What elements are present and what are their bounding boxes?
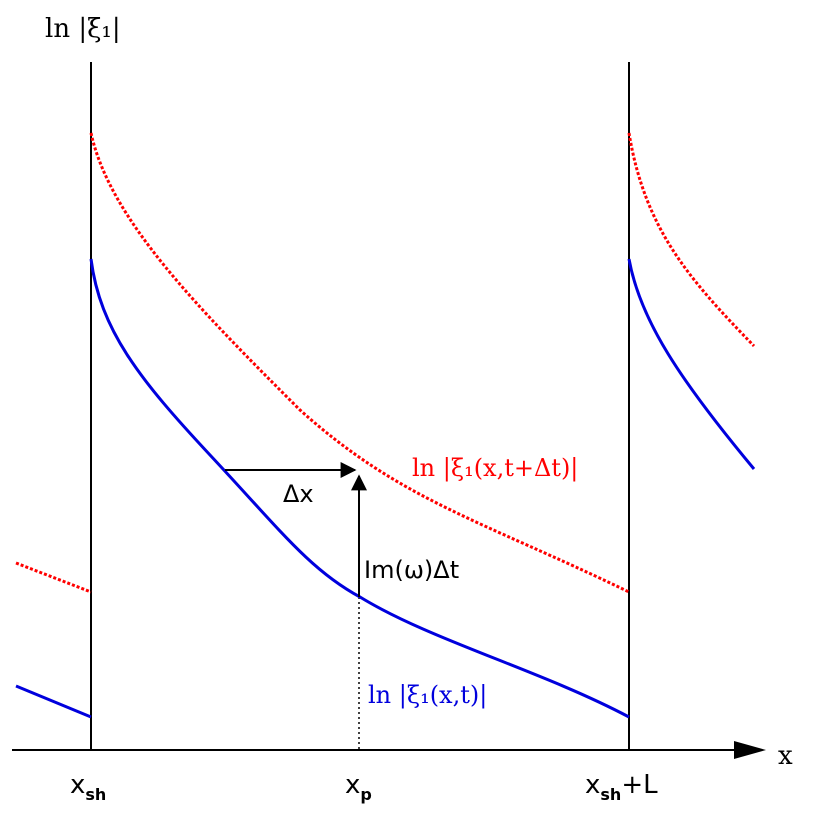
blue-curve-right-segment <box>627 258 756 470</box>
growth-label: Im(ω)Δt <box>364 556 459 584</box>
red-curve-main-segment <box>89 132 630 594</box>
x-axis-label: x <box>778 741 793 771</box>
blue-curve-label: ln |ξ₁(x,t)| <box>368 681 487 710</box>
tick-label-xp: xp <box>345 770 372 804</box>
blue-curve-left-segment <box>15 684 92 719</box>
y-axis-label: ln |ξ₁| <box>45 14 121 44</box>
red-curve-label: ln |ξ₁(x,t+Δt)| <box>412 454 578 483</box>
tick-label-xsh: xsh <box>70 770 106 804</box>
red-curve-left-segment <box>15 561 92 594</box>
red-curve-right-segment <box>627 132 756 348</box>
tick-label-xsh-plus-L: xsh+L <box>585 770 658 804</box>
delta-x-label: Δx <box>283 480 314 508</box>
x-axis-arrowhead <box>734 741 766 759</box>
blue-curve-main-segment <box>89 258 630 719</box>
